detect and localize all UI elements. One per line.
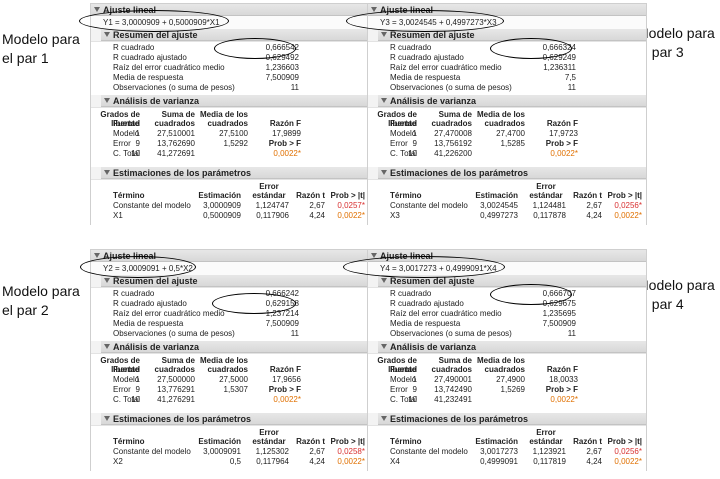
estimaciones-parametros-header[interactable]: Estimaciones de los parámetros [378,167,646,179]
r-cuadrado-ajustado-row: R cuadrado ajustado 0,629249 [390,53,576,62]
disclosure-triangle-icon[interactable] [381,98,387,103]
prob-t-const-value: 0,0258* [337,447,365,456]
prob-t-const-value: 0,0256* [614,201,642,210]
oval-r2-1 [214,38,296,59]
prob-t-x-value: 0,0022* [337,457,365,466]
disclosure-triangle-icon[interactable] [381,278,387,283]
media-respuesta-row: Media de respuesta 7,500909 [113,73,299,82]
analisis-varianza-header[interactable]: Análisis de varianza [378,341,646,353]
estimaciones-parametros-header[interactable]: Estimaciones de los parámetros [101,413,369,425]
prob-t-const-value: 0,0256* [614,447,642,456]
oval-equation-4 [343,256,505,278]
analisis-varianza-header[interactable]: Análisis de varianza [378,95,646,107]
disclosure-triangle-icon[interactable] [94,7,100,12]
side-label-par-1: Modelo para el par 1 [2,31,80,66]
panel-par-4: Ajuste lineal Y4 = 3,0017273 + 0,4999091… [367,249,647,473]
prob-t-const-value: 0,0257* [337,201,365,210]
estimaciones-parametros-header[interactable]: Estimaciones de los parámetros [378,413,646,425]
side-label-par-2: Modelo para el par 2 [2,283,80,318]
side-label-par-4: Modelo para el par 4 [637,277,715,312]
disclosure-triangle-icon[interactable] [381,344,387,349]
estimaciones-parametros-header[interactable]: Estimaciones de los parámetros [101,167,369,179]
media-respuesta-row: Media de respuesta 7,500909 [390,319,576,328]
disclosure-triangle-icon[interactable] [104,416,110,421]
disclosure-triangle-icon[interactable] [104,344,110,349]
oval-r2-4 [490,284,572,305]
observaciones-row: Observaciones (o suma de pesos) 11 [390,329,576,338]
disclosure-triangle-icon[interactable] [381,416,387,421]
analisis-varianza-header[interactable]: Análisis de varianza [101,95,369,107]
rmse-row: Raíz del error cuadrático medio 1,235695 [390,309,576,318]
oval-r2-3 [490,38,572,59]
disclosure-triangle-icon[interactable] [104,32,110,37]
r-cuadrado-ajustado-row: R cuadrado ajustado 0,629675 [390,299,576,308]
disclosure-triangle-icon[interactable] [381,170,387,175]
observaciones-row: Observaciones (o suma de pesos) 11 [113,329,299,338]
anova-table: Grados de libertad Suma de cuadrados Med… [368,353,646,413]
prob-f-value: 0,0022* [273,149,301,158]
media-respuesta-row: Media de respuesta 7,5 [390,73,576,82]
resumen-ajuste-header[interactable]: Resumen del ajuste [101,275,369,287]
panel-par-1: Ajuste lineal Y1 = 3,0000909 + 0,5000909… [90,3,370,227]
side-label-par-3: Modelo para el par 3 [637,25,715,60]
disclosure-triangle-icon[interactable] [371,253,377,258]
parametros-table: Error estándar Término Estimación Razón … [91,179,369,227]
r-cuadrado-value: 0,666242 [265,289,299,298]
prob-f-value: 0,0022* [550,395,578,404]
oval-r2-2 [212,293,296,314]
prob-t-x-value: 0,0022* [337,211,365,220]
panel-par-2: Ajuste lineal Y2 = 3,0009091 + 0,5*X2 Re… [90,249,370,473]
disclosure-triangle-icon[interactable] [104,278,110,283]
rmse-row: Raíz del error cuadrático medio 1,237214 [113,309,299,318]
observaciones-row: Observaciones (o suma de pesos) 11 [113,83,299,92]
disclosure-triangle-icon[interactable] [94,253,100,258]
disclosure-triangle-icon[interactable] [104,170,110,175]
prob-t-x-value: 0,0022* [614,211,642,220]
observaciones-row: Observaciones (o suma de pesos) 11 [390,83,576,92]
oval-equation-3 [346,10,504,32]
prob-f-value: 0,0022* [273,395,301,404]
analisis-varianza-header[interactable]: Análisis de varianza [101,341,369,353]
parametros-table: Error estándar Término Estimación Razón … [368,425,646,473]
rmse-row: Raíz del error cuadrático medio 1,236603 [113,63,299,72]
media-respuesta-row: Media de respuesta 7,500909 [113,319,299,328]
rmse-row: Raíz del error cuadrático medio 1,236311 [390,63,576,72]
r-cuadrado-ajustado-row: R cuadrado ajustado 0,629492 [113,53,299,62]
panel-par-3: Ajuste lineal Y3 = 3,0024545 + 0,4997273… [367,3,647,227]
anova-table: Grados de libertad Suma de cuadrados Med… [91,353,369,413]
r-cuadrado-row: R cuadrado 0,666242 [113,289,299,298]
oval-equation-2 [80,256,196,278]
oval-equation-1 [79,10,229,32]
anova-table: Grados de libertad Suma de cuadrados Med… [368,107,646,167]
parametros-table: Error estándar Término Estimación Razón … [91,425,369,473]
disclosure-triangle-icon[interactable] [104,98,110,103]
anova-table: Grados de libertad Suma de cuadrados Med… [91,107,369,167]
prob-f-value: 0,0022* [550,149,578,158]
disclosure-triangle-icon[interactable] [381,32,387,37]
prob-t-x-value: 0,0022* [614,457,642,466]
disclosure-triangle-icon[interactable] [371,7,377,12]
parametros-table: Error estándar Término Estimación Razón … [368,179,646,227]
